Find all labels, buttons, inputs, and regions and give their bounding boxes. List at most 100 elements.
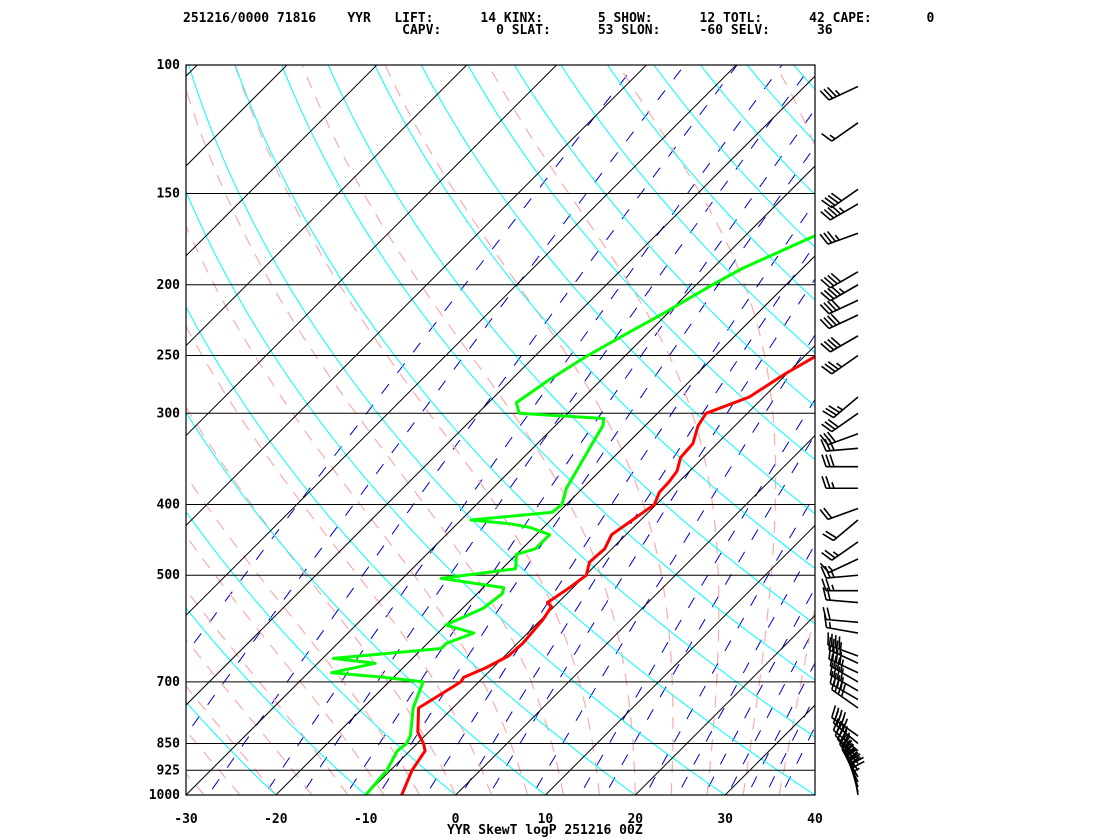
isotherm-line <box>365 345 815 795</box>
pressure-label: 850 <box>157 736 181 751</box>
wind-barb-shaft <box>827 644 859 657</box>
moist-adiabat-line <box>186 224 529 795</box>
wind-barb-shaft <box>832 396 859 419</box>
wind-barb-feather <box>827 418 839 428</box>
wind-barb-feather <box>820 439 827 452</box>
wind-barb-feather <box>827 338 838 349</box>
dry-adiabat-line <box>811 32 1120 811</box>
mixing-ratio-line <box>263 65 783 795</box>
wind-barb-feather <box>824 549 836 559</box>
pressure-label: 1000 <box>149 788 180 803</box>
mixing-ratio-line <box>604 433 815 795</box>
pressure-label: 200 <box>157 278 181 293</box>
wind-barb-half-feather <box>829 134 836 140</box>
wind-barb-icon <box>820 203 859 221</box>
moist-adiabat-line <box>234 65 600 795</box>
pressure-label: 150 <box>157 187 181 202</box>
wind-barb-feather <box>826 86 837 98</box>
wind-barb-feather <box>840 712 846 725</box>
isotherm-line <box>275 255 815 795</box>
wind-barb-feather <box>822 587 827 600</box>
mixing-ratio-line <box>579 398 815 795</box>
wind-barb-feather <box>819 562 830 574</box>
dry-adiabat-line <box>0 32 110 811</box>
wind-barb-feather <box>823 302 834 313</box>
wind-barb-icon <box>820 335 859 353</box>
wind-barb-feather <box>827 206 838 217</box>
moist-adiabat-line <box>186 406 457 795</box>
wind-barb-icon <box>822 587 859 604</box>
isotherm-line <box>186 65 468 347</box>
wind-barb-half-feather <box>838 287 845 294</box>
isotherm-line <box>186 65 288 167</box>
wind-barb-icon <box>819 313 859 330</box>
wind-barb-feather <box>823 432 833 444</box>
wind-barb-shaft <box>826 598 859 604</box>
wind-barb-feather <box>822 410 834 419</box>
mixing-ratio-line <box>301 65 813 795</box>
dewpoint-profile-line <box>330 234 815 795</box>
wind-barb-feather <box>832 664 838 678</box>
wind-barb-shaft <box>834 734 859 759</box>
dry-adiabat-line <box>186 607 367 795</box>
wind-barb-half-feather <box>838 207 845 213</box>
wind-barb-feather <box>824 197 836 206</box>
mixing-ratio-line <box>780 725 815 795</box>
wind-barb-feather <box>823 232 833 244</box>
moist-adiabat-line <box>186 685 277 795</box>
wind-barb-feather <box>826 231 837 242</box>
wind-barb-half-feather <box>831 481 835 489</box>
wind-barb-shaft <box>841 748 859 778</box>
isotherm-line <box>186 65 737 616</box>
isotherm-line <box>634 614 815 795</box>
wind-barb-feather <box>820 566 827 579</box>
wind-barb-icon <box>831 705 859 737</box>
wind-barb-feather <box>820 342 831 353</box>
wind-barb-feather <box>822 607 827 620</box>
wind-barb-half-feather <box>830 571 835 578</box>
wind-barb-feather <box>836 666 841 680</box>
wind-barb-shaft <box>831 354 859 375</box>
wind-barb-feather <box>841 718 849 731</box>
mixing-ratio-line <box>764 694 815 795</box>
wind-barb-feather <box>825 530 837 539</box>
wind-barb-feather <box>819 434 829 446</box>
wind-barb-feather <box>825 407 837 416</box>
temperature-label: -30 <box>174 812 198 827</box>
header-line-1: 251216/0000 71816 YYR LIFT: 14 KINX: 5 S… <box>183 11 935 26</box>
wind-barb-icon <box>819 507 859 521</box>
wind-barb-feather <box>821 454 827 467</box>
wind-barb-feather <box>826 431 837 443</box>
isotherm-line <box>544 524 815 795</box>
wind-barb-shaft <box>831 412 859 433</box>
moist-adiabat-line <box>851 49 1045 795</box>
wind-barb-icon <box>821 354 859 375</box>
mixing-ratio-line <box>726 626 815 795</box>
wind-barb-feather <box>839 642 843 655</box>
wind-barb-icon <box>822 396 859 419</box>
wind-barb-feather <box>819 304 830 315</box>
temperature-label: 40 <box>807 812 823 827</box>
wind-barb-feather <box>828 646 832 660</box>
wind-barb-feather <box>823 317 834 328</box>
wind-barb-icon <box>828 637 859 664</box>
wind-barb-feather <box>830 285 842 296</box>
wind-barb-icon <box>821 122 859 142</box>
wind-barb-icon <box>829 662 859 692</box>
temperature-axis-labels: -30 -20 -10 0 10 20 30 40 <box>174 812 823 827</box>
wind-barb-shaft <box>828 85 859 101</box>
wind-barb-feather <box>821 578 827 591</box>
mixing-ratio-line <box>425 201 815 795</box>
wind-barb-feather <box>821 199 833 209</box>
wind-barb-shaft <box>827 232 859 245</box>
wind-barb-feather <box>827 361 839 370</box>
pressure-label: 100 <box>157 58 181 73</box>
wind-barb-icon <box>820 271 859 289</box>
wind-barb-icon <box>819 231 859 245</box>
wind-barb-shaft <box>828 649 859 664</box>
wind-barb-feather <box>830 192 843 202</box>
wind-barb-feather <box>826 300 837 311</box>
wind-barb-icon <box>820 284 859 302</box>
wind-barb-shaft <box>836 738 859 764</box>
wind-barb-feather <box>819 318 830 330</box>
